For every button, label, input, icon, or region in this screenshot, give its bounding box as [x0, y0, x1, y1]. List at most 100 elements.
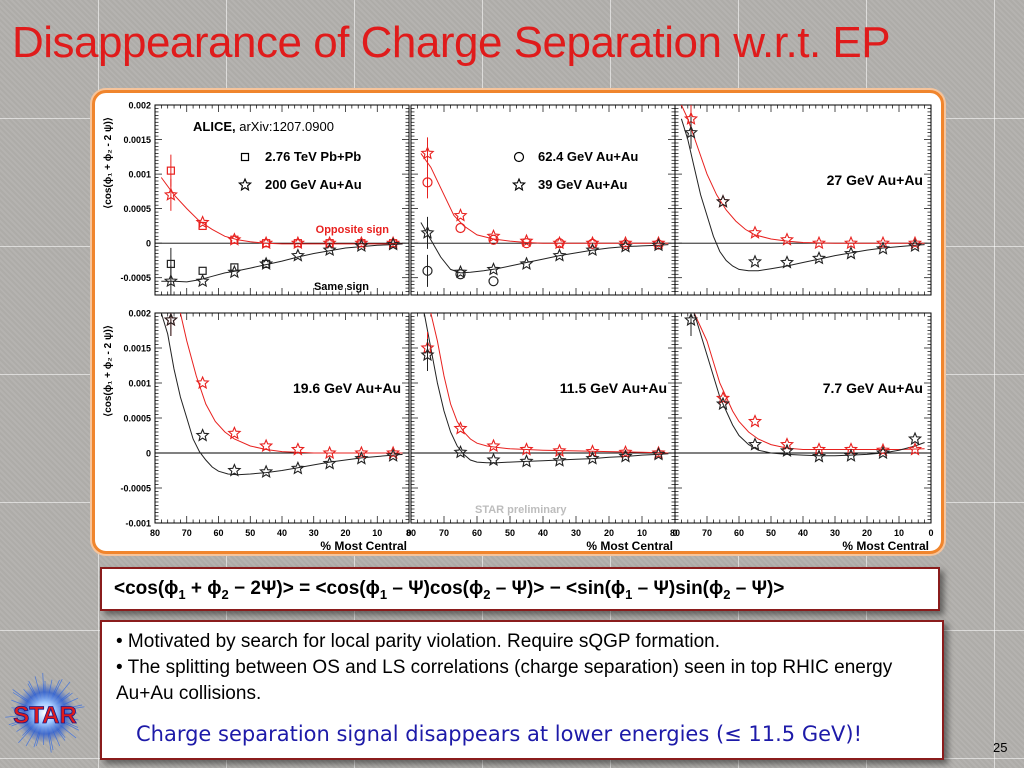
- y-tick-label: 0.0005: [123, 204, 151, 214]
- y-tick-label: 0: [146, 239, 151, 249]
- x-tick-label: 0: [928, 528, 933, 538]
- same-sign-point: [386, 448, 401, 462]
- y-tick-label: 0.002: [128, 309, 151, 319]
- same-sign-point: [259, 464, 274, 478]
- x-tick-label: 70: [439, 528, 449, 538]
- x-tick-label: 80: [670, 528, 680, 538]
- x-tick-label: 20: [862, 528, 872, 538]
- formula-part: – Ψ)> − <sin(ϕ: [490, 578, 626, 599]
- same-sign-point: [422, 265, 433, 276]
- panel-label: 27 GeV Au+Au: [827, 172, 923, 188]
- x-tick-label: 50: [766, 528, 776, 538]
- same-sign-point: [552, 248, 567, 262]
- x-tick-label: 40: [798, 528, 808, 538]
- panel-plot-area: [683, 313, 925, 463]
- opposite-sign-point: [486, 228, 501, 243]
- same-sign-point: [195, 273, 210, 288]
- y-tick-label: -0.0005: [120, 484, 151, 494]
- formula-box: <cos(ϕ1 + ϕ2 − 2Ψ)> = <cos(ϕ1 – Ψ)cos(ϕ2…: [100, 567, 940, 611]
- panel-3: 27 GeV Au+Au: [674, 104, 932, 296]
- formula-part: – Ψ)>: [730, 578, 785, 599]
- opposite-sign-point: [747, 225, 763, 239]
- x-axis-label: % Most Central: [586, 539, 673, 551]
- same-sign-point: [354, 238, 369, 252]
- bullet-item: • The splitting between OS and LS correl…: [116, 657, 893, 704]
- y-tick-label: -0.0005: [120, 273, 151, 283]
- opposite-sign-point: [488, 234, 499, 245]
- same-sign-curve: [423, 313, 669, 464]
- panel-plot-area: [160, 154, 403, 295]
- same-sign-point: [322, 456, 337, 470]
- y-tick-label: 0.002: [128, 101, 151, 111]
- same-sign-point: [290, 248, 305, 262]
- opposite-sign-point: [843, 442, 859, 456]
- same-sign-point: [227, 463, 242, 477]
- same-sign-point: [747, 254, 763, 268]
- same-sign-point: [163, 313, 178, 327]
- bullet-item: • Motivated by search for local parity v…: [116, 631, 721, 652]
- opposite-sign-point: [322, 235, 337, 250]
- opposite-sign-point: [651, 445, 666, 460]
- same-sign-point: [811, 250, 827, 265]
- same-sign-point: [907, 238, 923, 252]
- x-tick-label: 0: [672, 528, 677, 538]
- same-sign-point: [843, 246, 859, 260]
- same-sign-point: [811, 449, 827, 463]
- x-tick-label: 60: [472, 528, 482, 538]
- y-tick-label: -0.001: [125, 519, 151, 529]
- formula-subscript: 1: [379, 586, 388, 602]
- opposite-sign-point: [354, 235, 369, 250]
- x-tick-label: 10: [637, 528, 647, 538]
- opposite-sign-point: [651, 235, 666, 250]
- opposite-sign-point: [386, 445, 401, 460]
- opposite-sign-point: [747, 414, 763, 428]
- same-sign-point: [519, 256, 534, 270]
- panel-border: [674, 104, 932, 296]
- same-sign-point: [227, 264, 242, 279]
- figure-frame: 27 GeV Au+Au 19.6 GeV Au+Au 11.5 GeV Au+Au…: [92, 90, 944, 554]
- y-tick-label: 0.0015: [123, 344, 151, 354]
- formula-part: + ϕ: [185, 578, 222, 599]
- y-axis-label: ⟨cos(ϕ₁ + ϕ₂ - 2 ψ)⟩: [103, 117, 114, 209]
- same-sign-point: [488, 276, 499, 287]
- y-tick-label: 0: [146, 449, 151, 459]
- energy-scan-chart: 27 GeV Au+Au 19.6 GeV Au+Au 11.5 GeV Au+Au…: [103, 101, 934, 552]
- formula-subscript: 2: [723, 586, 731, 602]
- panel-plot-area: [680, 105, 925, 272]
- opposite-sign-point: [227, 425, 242, 440]
- formula-part: – Ψ)cos(ϕ: [387, 578, 484, 599]
- bullets-box: • Motivated by search for local parity v…: [100, 620, 944, 760]
- legend-entry: 2.76 TeV Pb+Pb: [265, 149, 361, 164]
- same-sign-point: [875, 445, 891, 460]
- opposite-sign-point: [552, 235, 567, 250]
- panel-5: 11.5 GeV Au+Au: [410, 312, 676, 524]
- opposite-sign-point: [519, 442, 534, 456]
- y-axis-label: ⟨cos(ϕ₁ + ϕ₂ - 2 ψ)⟩: [103, 325, 114, 417]
- panel-6: 7.7 GeV Au+Au: [674, 312, 932, 524]
- reference-text: ALICE, arXiv:1207.0900: [193, 119, 334, 134]
- y-tick-label: 0.001: [128, 170, 151, 180]
- same-sign-point: [354, 451, 369, 465]
- legend-entry: 39 GeV Au+Au: [538, 177, 628, 192]
- same-sign-curve: [680, 118, 925, 272]
- page-number: 25: [993, 740, 1008, 755]
- slide-title: Disappearance of Charge Separation w.r.t…: [12, 18, 891, 67]
- correlator-formula: <cos(ϕ1 + ϕ2 − 2Ψ)> = <cos(ϕ1 – Ψ)cos(ϕ2…: [114, 578, 784, 602]
- same-sign-point: [585, 242, 600, 257]
- formula-subscript: 1: [625, 586, 633, 602]
- same-sign-point: [715, 396, 731, 411]
- same-sign-point: [552, 453, 567, 467]
- opposite-sign-point: [290, 235, 305, 250]
- opposite-sign-point: [907, 235, 923, 250]
- same-sign-point: [875, 241, 891, 255]
- opposite-sign-curve: [420, 153, 669, 244]
- opposite-sign-point: [811, 442, 827, 456]
- x-tick-label: 50: [505, 528, 515, 538]
- bullet-list: • Motivated by search for local parity v…: [106, 629, 926, 707]
- legend-star-marker: [511, 177, 527, 192]
- opposite-sign-point: [715, 390, 731, 405]
- same-sign-curve: [420, 222, 669, 274]
- x-tick-label: 30: [571, 528, 581, 538]
- opposite-sign-curve: [687, 313, 925, 450]
- opposite-sign-point: [843, 235, 859, 250]
